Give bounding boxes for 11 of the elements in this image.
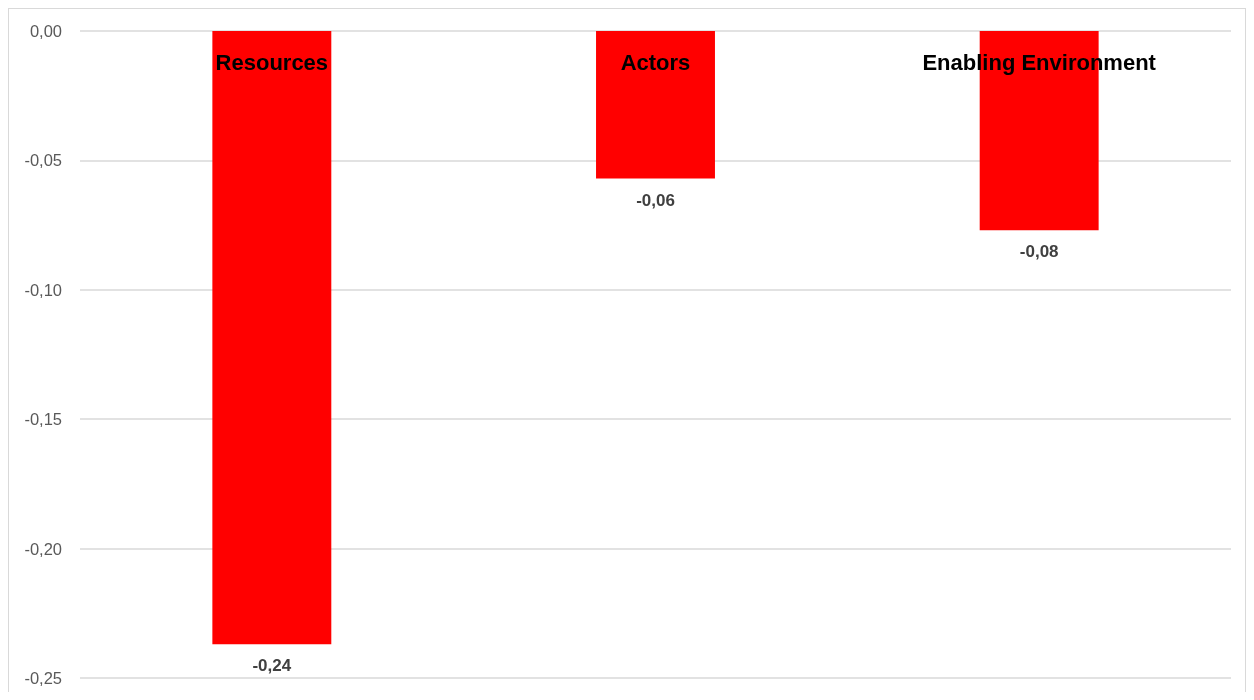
data-label: -0,08	[1019, 242, 1059, 262]
y-tick-label: -0,25	[24, 669, 62, 687]
x-tick-label: Resources	[215, 49, 329, 75]
y-tick-label: -0,05	[24, 151, 62, 170]
y-tick-label: -0,10	[24, 280, 62, 299]
y-tick-label: -0,15	[24, 410, 62, 429]
y-tick-label: -0,20	[24, 539, 62, 558]
data-label: -0,24	[252, 656, 292, 676]
x-tick-label: Actors	[620, 49, 691, 75]
data-label: -0,06	[636, 190, 675, 210]
y-tick-label: 0,00	[29, 22, 62, 40]
